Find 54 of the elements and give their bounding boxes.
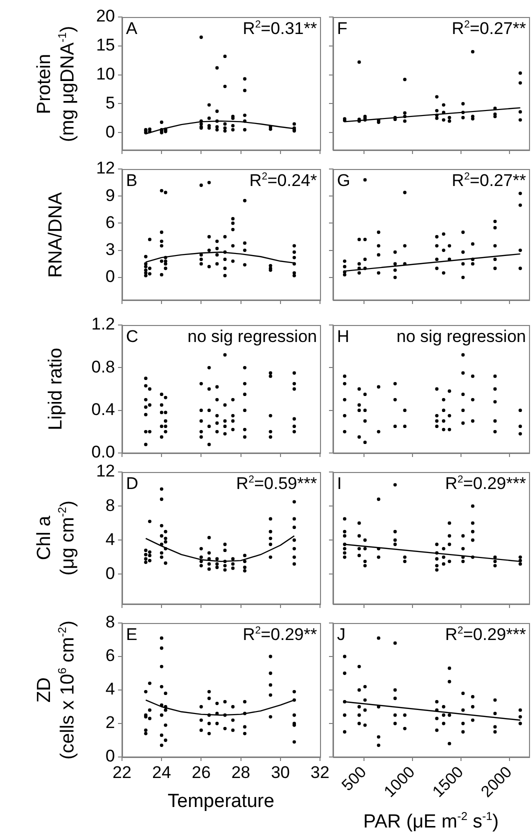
- y-tick-label: 2: [106, 713, 115, 732]
- annotation: no sig regression: [396, 327, 526, 346]
- annotation: no sig regression: [188, 327, 317, 346]
- annotation: J: [337, 625, 346, 644]
- y-tick-label: 12: [96, 158, 115, 178]
- y-tick-label: 6: [106, 646, 115, 666]
- annotation: R$^{2}$=0.59***: [236, 474, 317, 493]
- x-axis-title: PAR (μE m$^{-2}$ s$^{-1}$): [363, 811, 499, 834]
- y-tick-label: 3: [106, 240, 115, 259]
- annotation: R$^{2}$=0.31**: [242, 19, 317, 38]
- y-tick-label: 6: [106, 212, 115, 232]
- y-tick-label: 5: [106, 93, 115, 112]
- y-tick-label: 4: [106, 680, 115, 699]
- y-tick-label: 15: [96, 36, 115, 55]
- annotation: E: [126, 625, 138, 644]
- y-tick-label: 8: [106, 496, 115, 515]
- y-tick-label: 0: [106, 746, 115, 766]
- annotation: G: [337, 171, 350, 190]
- annotation: I: [337, 474, 342, 493]
- annotation: D: [126, 474, 138, 493]
- y-tick-label: 12: [96, 462, 115, 481]
- annotation: B: [126, 171, 138, 190]
- y-tick-label: 1.2: [91, 314, 115, 334]
- x-tick-label: 24: [152, 762, 172, 782]
- x-tick-label: 500: [339, 764, 370, 795]
- y-tick-label: 8: [106, 612, 115, 632]
- annotation: R$^{2}$=0.29***: [445, 625, 526, 644]
- y-tick-label: 0: [106, 267, 115, 286]
- annotation: F: [337, 19, 348, 38]
- x-tick-label: 22: [112, 762, 132, 782]
- annotation: R$^{2}$=0.29***: [445, 474, 526, 493]
- annotation: R$^{2}$=0.24*: [249, 171, 317, 190]
- x-tick-label: 26: [192, 762, 211, 782]
- y-tick-label: 0: [106, 122, 115, 142]
- x-tick-label: 32: [310, 762, 330, 782]
- y-tick-label: 10: [96, 64, 115, 84]
- x-tick-label: 30: [270, 762, 290, 782]
- annotation: H: [337, 327, 350, 346]
- y-tick-label: 4: [106, 530, 115, 549]
- y-axis-title: Lipid ratio: [46, 348, 68, 430]
- y-tick-label: 0: [106, 564, 115, 583]
- annotation: R$^{2}$=0.27**: [452, 19, 526, 38]
- x-axis-title: Temperature: [168, 791, 274, 813]
- y-axis-title: RNA/DNA: [46, 192, 68, 278]
- annotation: R$^{2}$=0.29**: [242, 625, 317, 644]
- y-tick-label: 0.8: [91, 357, 115, 376]
- x-tick-label: 28: [231, 762, 250, 782]
- y-tick-label: 20: [96, 6, 115, 26]
- y-tick-label: 0.0: [91, 442, 115, 462]
- annotation: C: [126, 327, 138, 346]
- y-tick-label: 0.4: [91, 400, 115, 420]
- y-tick-label: 9: [106, 186, 115, 205]
- annotation: A: [126, 19, 138, 38]
- annotation: R$^{2}$=0.27**: [452, 171, 526, 190]
